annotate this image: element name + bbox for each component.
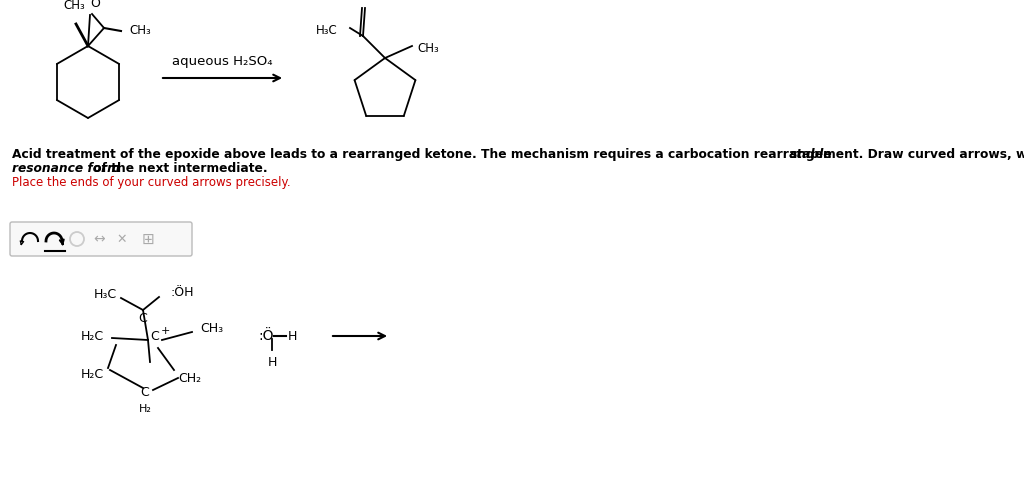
FancyBboxPatch shape [10, 222, 193, 256]
Text: H₃C: H₃C [93, 287, 117, 301]
Text: CH₃: CH₃ [417, 42, 438, 55]
Text: Place the ends of your curved arrows precisely.: Place the ends of your curved arrows pre… [12, 176, 291, 189]
Text: O: O [90, 0, 100, 10]
Text: resonance form: resonance form [12, 162, 120, 175]
Text: ⊞: ⊞ [141, 231, 155, 246]
Text: CH₃: CH₃ [200, 321, 223, 334]
Text: CH₃: CH₃ [129, 25, 151, 37]
Text: ✕: ✕ [117, 232, 127, 245]
Text: stable: stable [790, 148, 833, 161]
Text: C: C [138, 312, 147, 325]
Text: H₂C: H₂C [81, 368, 103, 381]
Text: O: O [359, 0, 369, 3]
Text: H₂C: H₂C [81, 331, 103, 344]
Text: +: + [161, 326, 170, 336]
Text: of the next intermediate.: of the next intermediate. [89, 162, 268, 175]
Text: ↔: ↔ [93, 232, 104, 246]
Text: :Ö: :Ö [258, 329, 273, 343]
Text: :ÖH: :ÖH [171, 286, 195, 299]
Text: Acid treatment of the epoxide above leads to a rearranged ketone. The mechanism : Acid treatment of the epoxide above lead… [12, 148, 1024, 161]
Text: H₃C: H₃C [316, 25, 338, 37]
Text: CH₃: CH₃ [63, 0, 85, 12]
Text: C: C [140, 385, 150, 398]
Text: H: H [288, 330, 297, 343]
Text: H: H [267, 356, 276, 369]
Text: H₂: H₂ [138, 404, 152, 414]
Text: aqueous H₂SO₄: aqueous H₂SO₄ [172, 55, 272, 68]
Text: CH₂: CH₂ [178, 372, 201, 384]
Text: C: C [150, 331, 159, 344]
